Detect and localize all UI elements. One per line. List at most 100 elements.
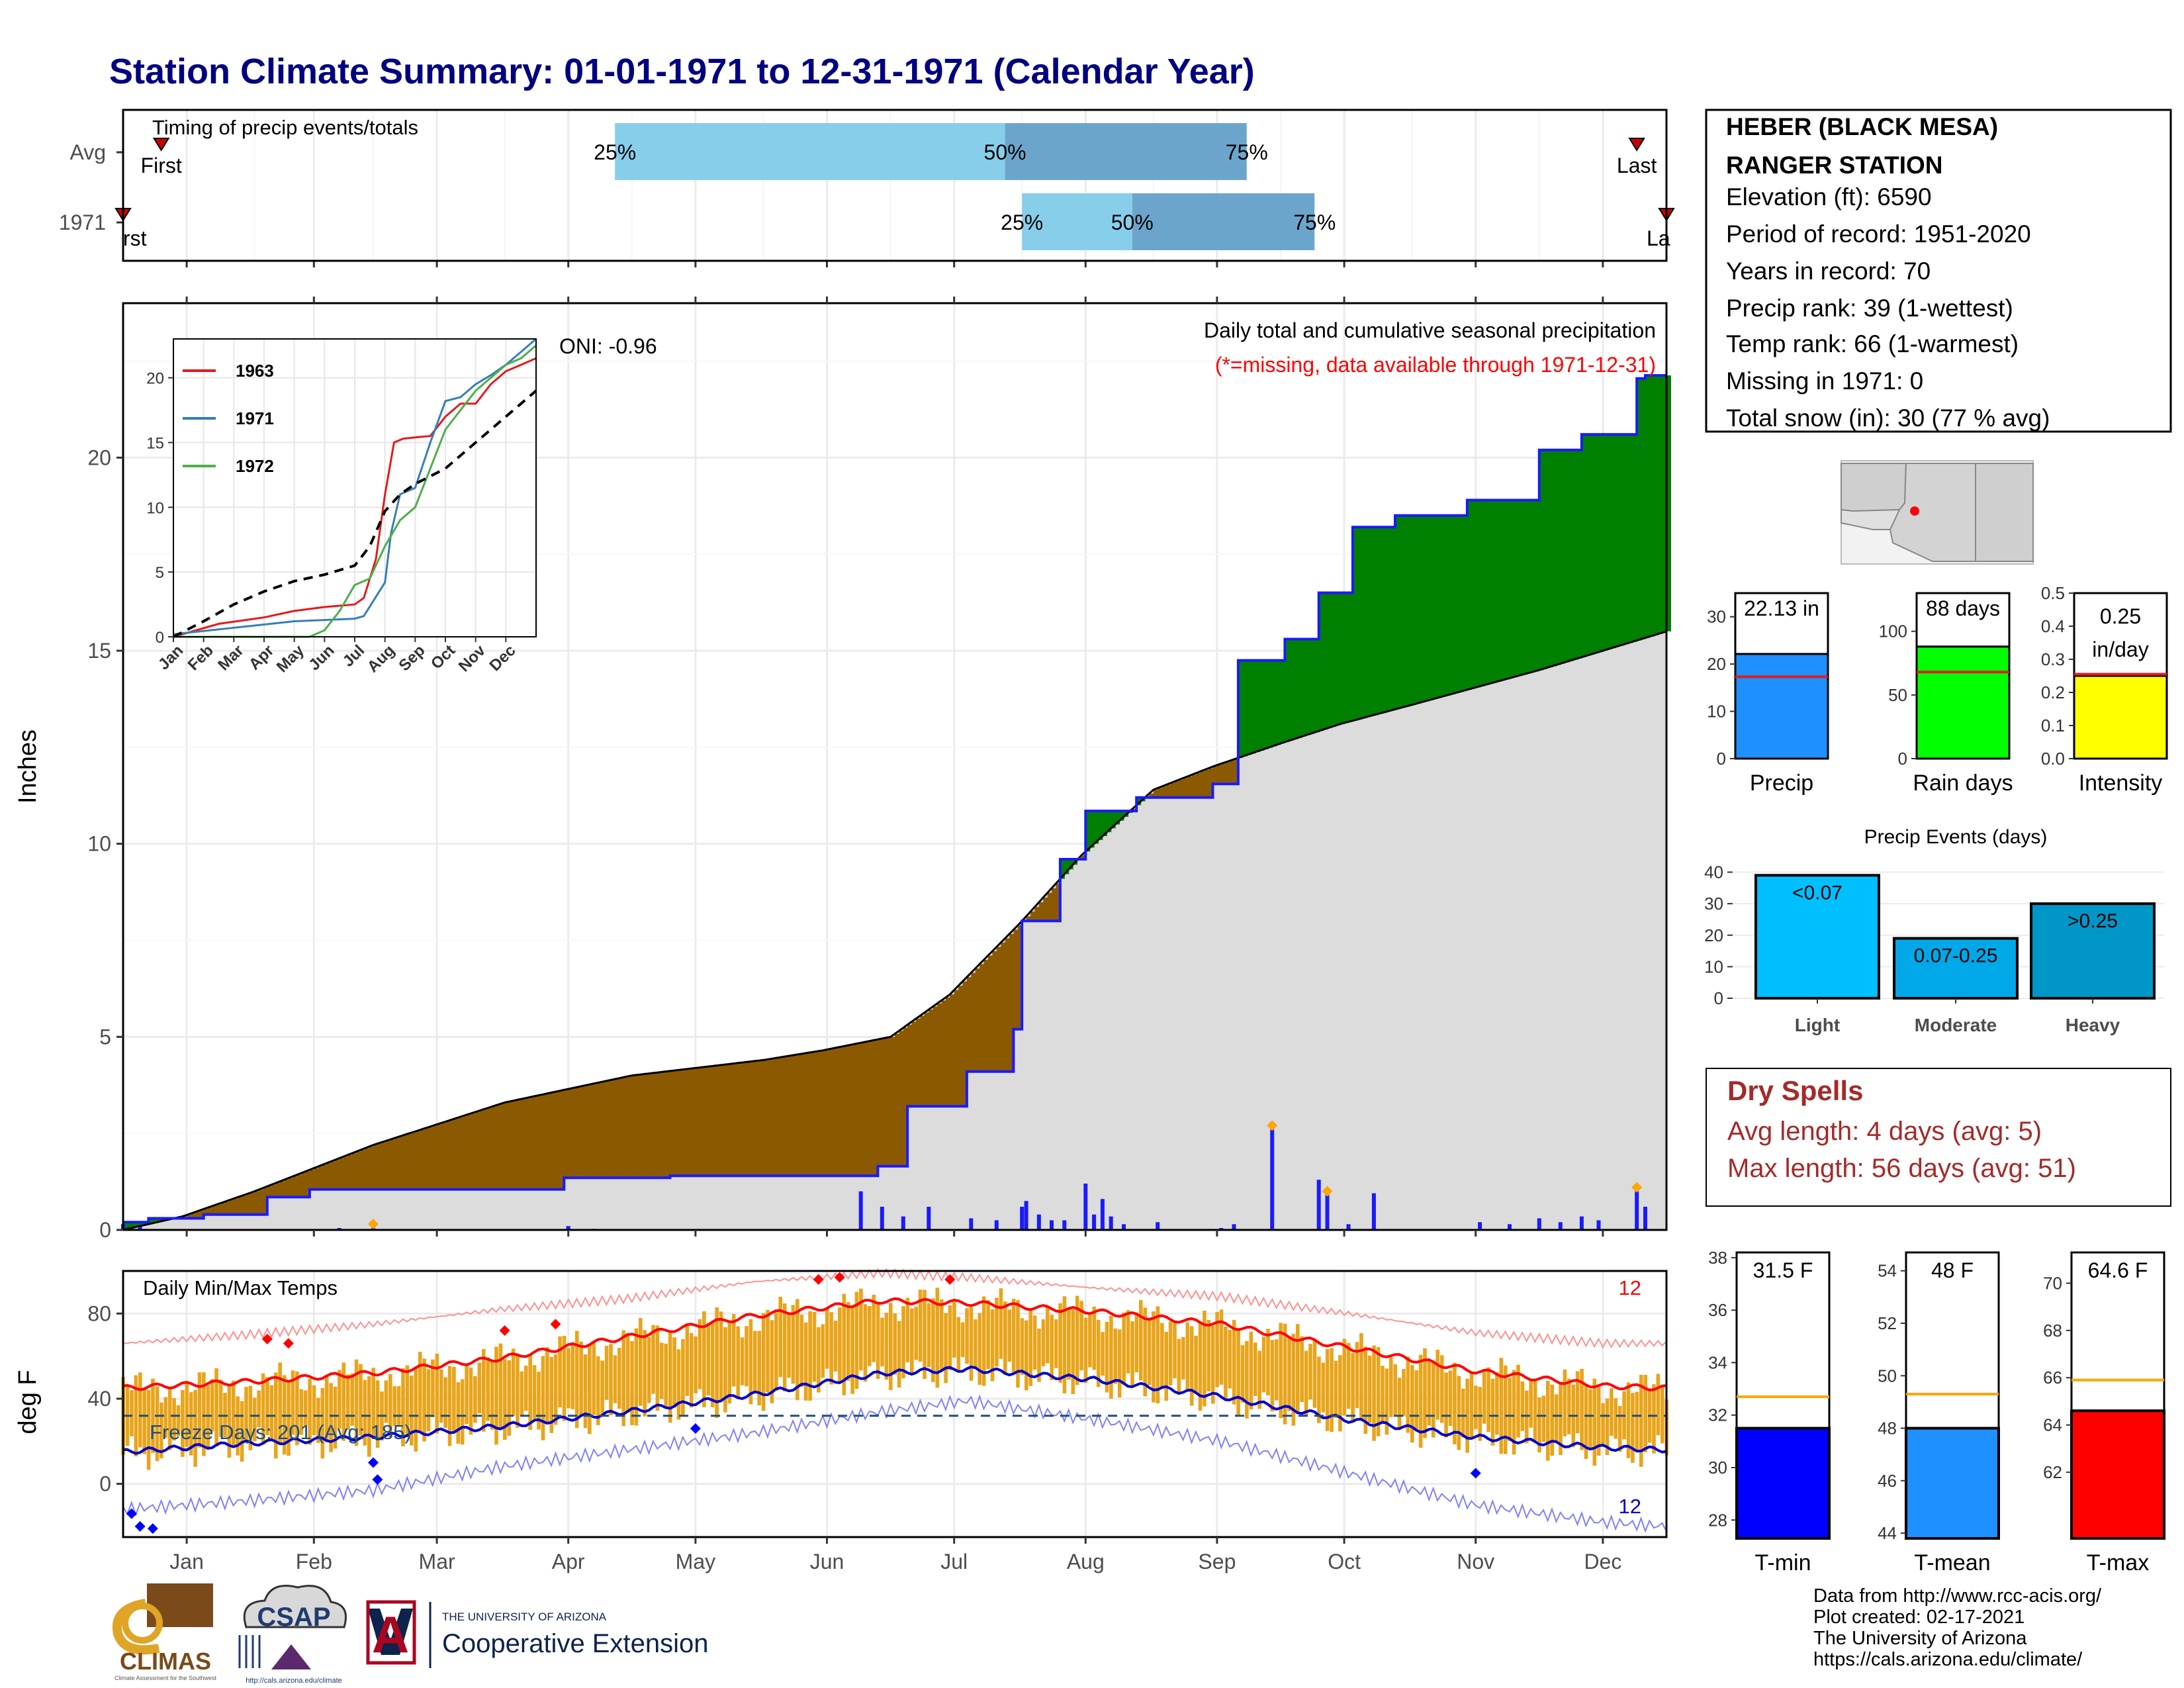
daily-temp-bar	[545, 1347, 549, 1423]
deficit-area	[780, 1057, 785, 1176]
daily-temp-bar	[651, 1325, 655, 1394]
surplus-area	[1463, 515, 1468, 691]
intensity: 0.0 0.1 0.2 0.3 0.4 0.5 Intensity 0.25 in/day	[2041, 583, 2168, 796]
daily-temp-bar	[490, 1361, 494, 1430]
daily-temp-bar	[842, 1293, 846, 1395]
daily-temp-bar	[796, 1299, 799, 1401]
daily-temp-bar	[469, 1367, 473, 1435]
tmin-ytick-label: 34	[1708, 1352, 1727, 1372]
timing-bar-q50-q75	[1132, 193, 1315, 250]
surplus-area	[1445, 515, 1451, 696]
deficit-area	[517, 1100, 522, 1190]
deficit-area	[844, 1046, 849, 1176]
intensity-ytick-label: 0.0	[2041, 749, 2065, 769]
deficit-area	[1026, 916, 1031, 921]
daily-temp-bar	[1219, 1309, 1224, 1385]
daily-temp-bar	[1520, 1381, 1525, 1431]
daily-temp-bar	[388, 1374, 392, 1437]
deficit-area	[576, 1087, 582, 1178]
daily-temp-bar	[1037, 1329, 1041, 1382]
daily-temp-bar	[604, 1346, 609, 1400]
deficit-area	[895, 1033, 899, 1166]
daily-temp-bar	[214, 1368, 218, 1446]
surplus-area	[1302, 639, 1306, 737]
daily-temp-bar	[324, 1375, 329, 1442]
deficit-area	[831, 1049, 836, 1176]
daily-precip-bar	[1643, 1207, 1647, 1230]
deficit-area	[903, 1027, 908, 1166]
surplus-area	[1514, 500, 1519, 677]
daily-temp-bar	[1584, 1385, 1588, 1459]
daily-temp-bar	[494, 1346, 498, 1445]
surplus-area	[1586, 434, 1591, 656]
daily-temp-bar	[1617, 1405, 1622, 1452]
daily-precip-bar	[1537, 1218, 1541, 1230]
daily-temp-bar	[1203, 1311, 1206, 1407]
daily-temp-bar	[1185, 1322, 1190, 1392]
daily-temp-bar	[1101, 1332, 1105, 1376]
surplus-area	[1297, 639, 1302, 738]
surplus-area	[1475, 500, 1480, 688]
deficit-area	[962, 981, 968, 1107]
daily-temp-bar	[893, 1313, 897, 1375]
daily-precip-bar	[994, 1220, 999, 1230]
deficit-area	[1013, 929, 1019, 1029]
daily-temp-bar	[1389, 1357, 1393, 1417]
deficit-area	[1056, 883, 1061, 921]
deficit-area	[394, 1138, 399, 1190]
precip-total-ytick-label: 10	[1707, 702, 1726, 722]
daily-temp-bar	[1461, 1388, 1465, 1438]
station-precip-rank: Precip rank: 39 (1-wettest)	[1726, 295, 2013, 322]
surplus-area	[1531, 500, 1535, 673]
deficit-area	[682, 1069, 688, 1176]
daily-precip-bar	[1050, 1220, 1054, 1230]
record-high-marker	[283, 1338, 294, 1349]
deficit-area	[1191, 774, 1197, 798]
record-low-marker	[367, 1457, 379, 1468]
daily-temp-bar	[163, 1397, 168, 1438]
surplus-area	[1577, 449, 1582, 659]
daily-temp-bar	[1546, 1381, 1550, 1461]
daily-temp-bar	[685, 1325, 690, 1396]
surplus-area	[1382, 527, 1387, 713]
month-label: May	[676, 1550, 715, 1573]
daily-temp-bar	[689, 1333, 694, 1408]
daily-temp-bar	[524, 1365, 528, 1411]
daily-temp-bar	[1147, 1319, 1152, 1385]
timing-q75-label: 75%	[1293, 211, 1336, 234]
surplus-area	[1441, 515, 1447, 697]
daily-temp-bar	[1291, 1334, 1296, 1426]
deficit-area	[356, 1151, 361, 1190]
daily-temp-bar	[664, 1343, 668, 1409]
deficit-area	[339, 1158, 344, 1190]
daily-temp-bar	[236, 1396, 240, 1456]
tmin-ytick-label: 30	[1708, 1458, 1727, 1477]
surplus-area	[1310, 639, 1315, 734]
daily-precip-bar	[1232, 1224, 1236, 1231]
deficit-area	[296, 1174, 302, 1197]
deficit-area	[259, 1190, 263, 1215]
daily-precip-bar	[880, 1207, 884, 1230]
surplus-area	[1373, 527, 1379, 716]
daily-temp-bar	[134, 1375, 138, 1456]
deficit-area	[678, 1070, 684, 1176]
deficit-area	[746, 1062, 751, 1176]
deficit-area	[725, 1064, 730, 1176]
inset-legend-label: 1972	[236, 456, 274, 476]
surplus-area	[1306, 639, 1311, 735]
deficit-area	[488, 1107, 492, 1190]
tmin-value-label: 31.5 F	[1753, 1258, 1813, 1282]
record-high-marker	[261, 1333, 273, 1344]
daily-temp-bar	[1381, 1366, 1385, 1423]
deficit-area	[602, 1082, 607, 1178]
daily-temp-bar	[460, 1379, 465, 1445]
daily-precip-bar	[1346, 1224, 1351, 1231]
deficit-area	[458, 1117, 463, 1190]
deficit-area	[1043, 897, 1048, 921]
daily-temp-bar	[617, 1348, 621, 1409]
daily-temp-bar	[715, 1307, 719, 1418]
deficit-area	[754, 1060, 760, 1176]
deficit-area	[538, 1095, 543, 1190]
deficit-area	[1052, 888, 1056, 921]
